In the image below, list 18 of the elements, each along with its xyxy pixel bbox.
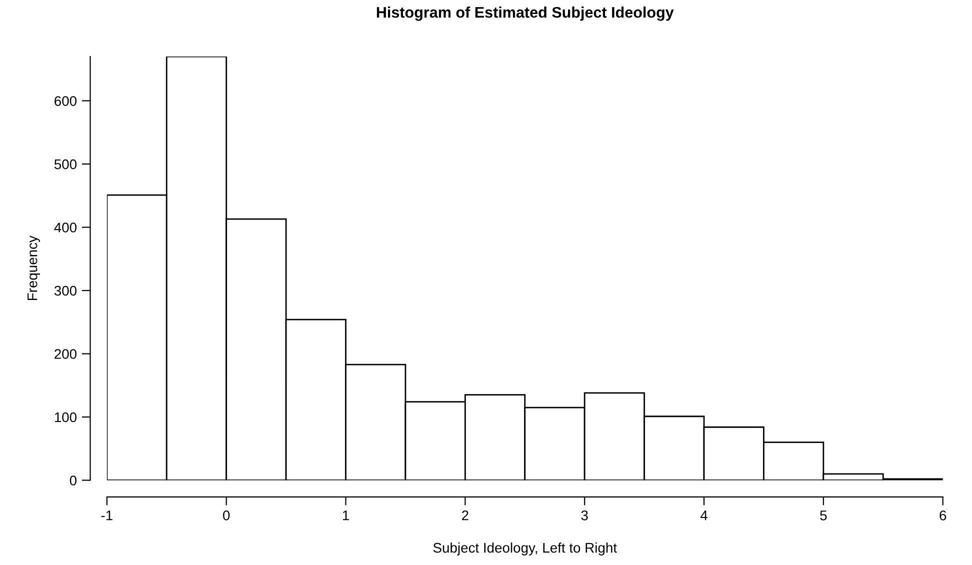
x-axis-title: Subject Ideology, Left to Right [433,542,617,556]
y-tick-label: 200 [54,349,77,359]
x-tick-label: 2 [462,510,468,520]
y-axis-title: Frequency [28,236,40,300]
x-tick-label: 1 [342,510,349,520]
x-tick-label: 0 [223,510,230,520]
y-tick-label: 400 [54,222,77,232]
y-tick-label: 600 [54,96,77,106]
y-tick-label: 300 [54,286,77,296]
y-tick-label: 100 [54,412,77,422]
x-tick-label: 3 [581,510,588,520]
y-tick-label: 0 [70,476,77,486]
y-tick-label: 500 [54,159,77,170]
x-tick-label: 6 [940,510,946,520]
x-tick-label: 4 [700,510,708,520]
x-tick-label: 5 [820,510,827,520]
x-tick-label: -1 [101,510,112,520]
chart-title: Histogram of Estimated Subject Ideology [376,6,674,21]
